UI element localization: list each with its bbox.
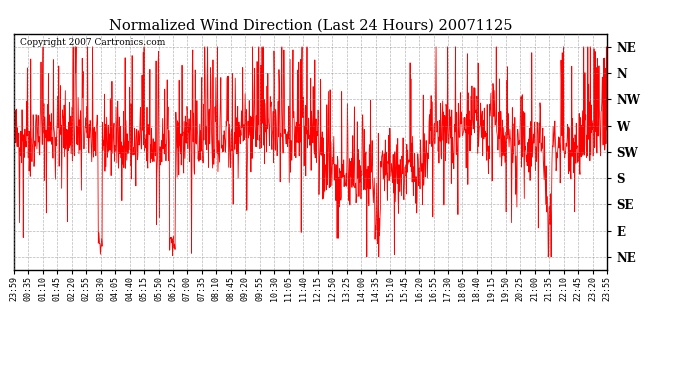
Text: Copyright 2007 Cartronics.com: Copyright 2007 Cartronics.com [20, 39, 165, 48]
Title: Normalized Wind Direction (Last 24 Hours) 20071125: Normalized Wind Direction (Last 24 Hours… [109, 19, 512, 33]
